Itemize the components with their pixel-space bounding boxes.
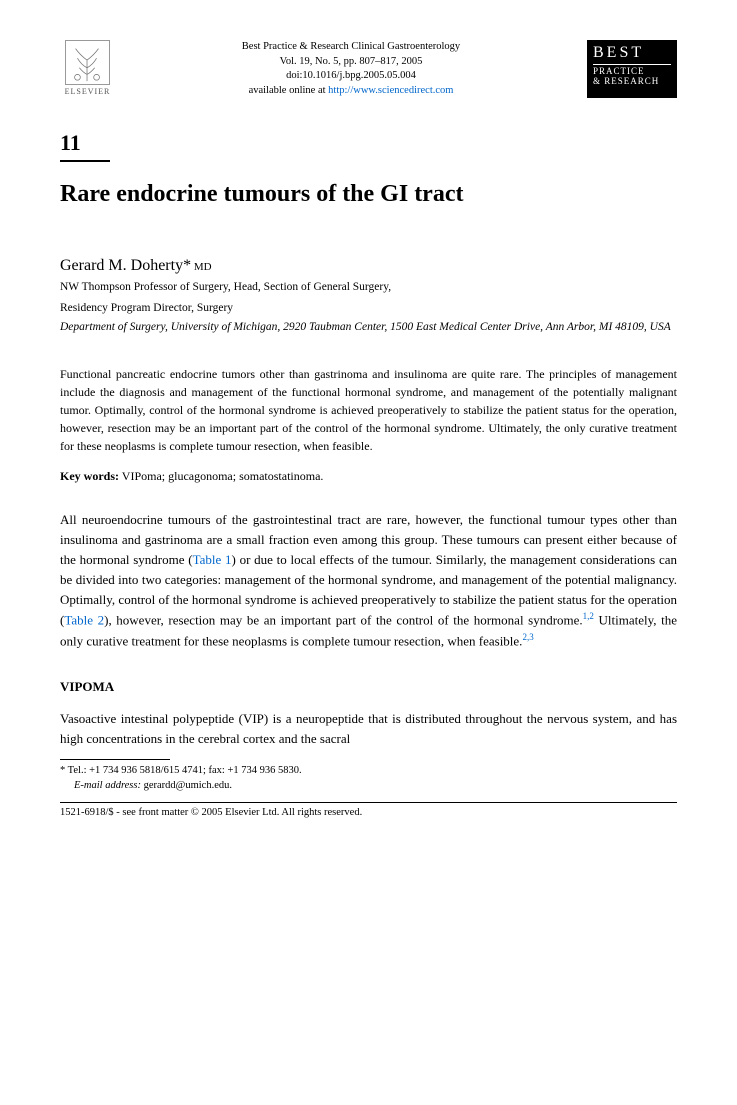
keywords-text: VIPoma; glucagonoma; somatostatinoma.: [119, 469, 323, 483]
abstract-text: Functional pancreatic endocrine tumors o…: [60, 365, 677, 455]
author-degree: MD: [191, 261, 211, 273]
table1-link[interactable]: Table 1: [193, 552, 232, 567]
footnote-divider: [60, 759, 170, 760]
article-number: 11: [60, 130, 677, 156]
header-row: ELSEVIER Best Practice & Research Clinic…: [60, 40, 677, 100]
doi: doi:10.1016/j.bpg.2005.05.004: [125, 69, 577, 84]
journal-badge: BEST PRACTICE & RESEARCH: [587, 40, 677, 98]
corresponding-asterisk: *: [183, 257, 191, 274]
elsevier-tree-icon: [65, 40, 110, 85]
header-metadata: Best Practice & Research Clinical Gastro…: [115, 40, 587, 99]
email-label: E-mail address:: [74, 780, 141, 791]
journal-name: Best Practice & Research Clinical Gastro…: [125, 40, 577, 55]
section-heading-vipoma: VIPOMA: [60, 679, 677, 695]
publisher-name: ELSEVIER: [65, 87, 111, 96]
badge-practice: PRACTICE: [593, 64, 671, 76]
citation-12[interactable]: 1,2: [583, 611, 594, 621]
keywords-label: Key words:: [60, 469, 119, 483]
divider: [60, 160, 110, 162]
email-address: gerardd@umich.edu.: [141, 780, 232, 791]
vipoma-paragraph: Vasoactive intestinal polypeptide (VIP) …: [60, 709, 677, 749]
online-availability: available online at http://www.sciencedi…: [125, 84, 577, 99]
email-line: E-mail address: gerardd@umich.edu.: [60, 779, 677, 794]
badge-research: & RESEARCH: [593, 76, 671, 86]
affiliation-address: Department of Surgery, University of Mic…: [60, 319, 677, 336]
article-title: Rare endocrine tumours of the GI tract: [60, 180, 677, 209]
contact-info: * Tel.: +1 734 936 5818/615 4741; fax: +…: [60, 764, 677, 779]
publisher-logo: ELSEVIER: [60, 40, 115, 100]
table2-link[interactable]: Table 2: [64, 613, 104, 628]
affiliation-title1: NW Thompson Professor of Surgery, Head, …: [60, 279, 677, 296]
sciencedirect-link[interactable]: http://www.sciencedirect.com: [328, 85, 453, 96]
badge-best: BEST: [593, 44, 671, 62]
copyright-line: 1521-6918/$ - see front matter © 2005 El…: [60, 802, 677, 818]
corresponding-author-footnote: * Tel.: +1 734 936 5818/615 4741; fax: +…: [60, 764, 677, 793]
intro-paragraph: All neuroendocrine tumours of the gastro…: [60, 510, 677, 652]
author-name: Gerard M. Doherty* MD: [60, 257, 677, 275]
keywords: Key words: VIPoma; glucagonoma; somatost…: [60, 469, 677, 484]
affiliation-title2: Residency Program Director, Surgery: [60, 300, 677, 317]
citation-23[interactable]: 2,3: [522, 632, 533, 642]
volume-issue: Vol. 19, No. 5, pp. 807–817, 2005: [125, 55, 577, 70]
